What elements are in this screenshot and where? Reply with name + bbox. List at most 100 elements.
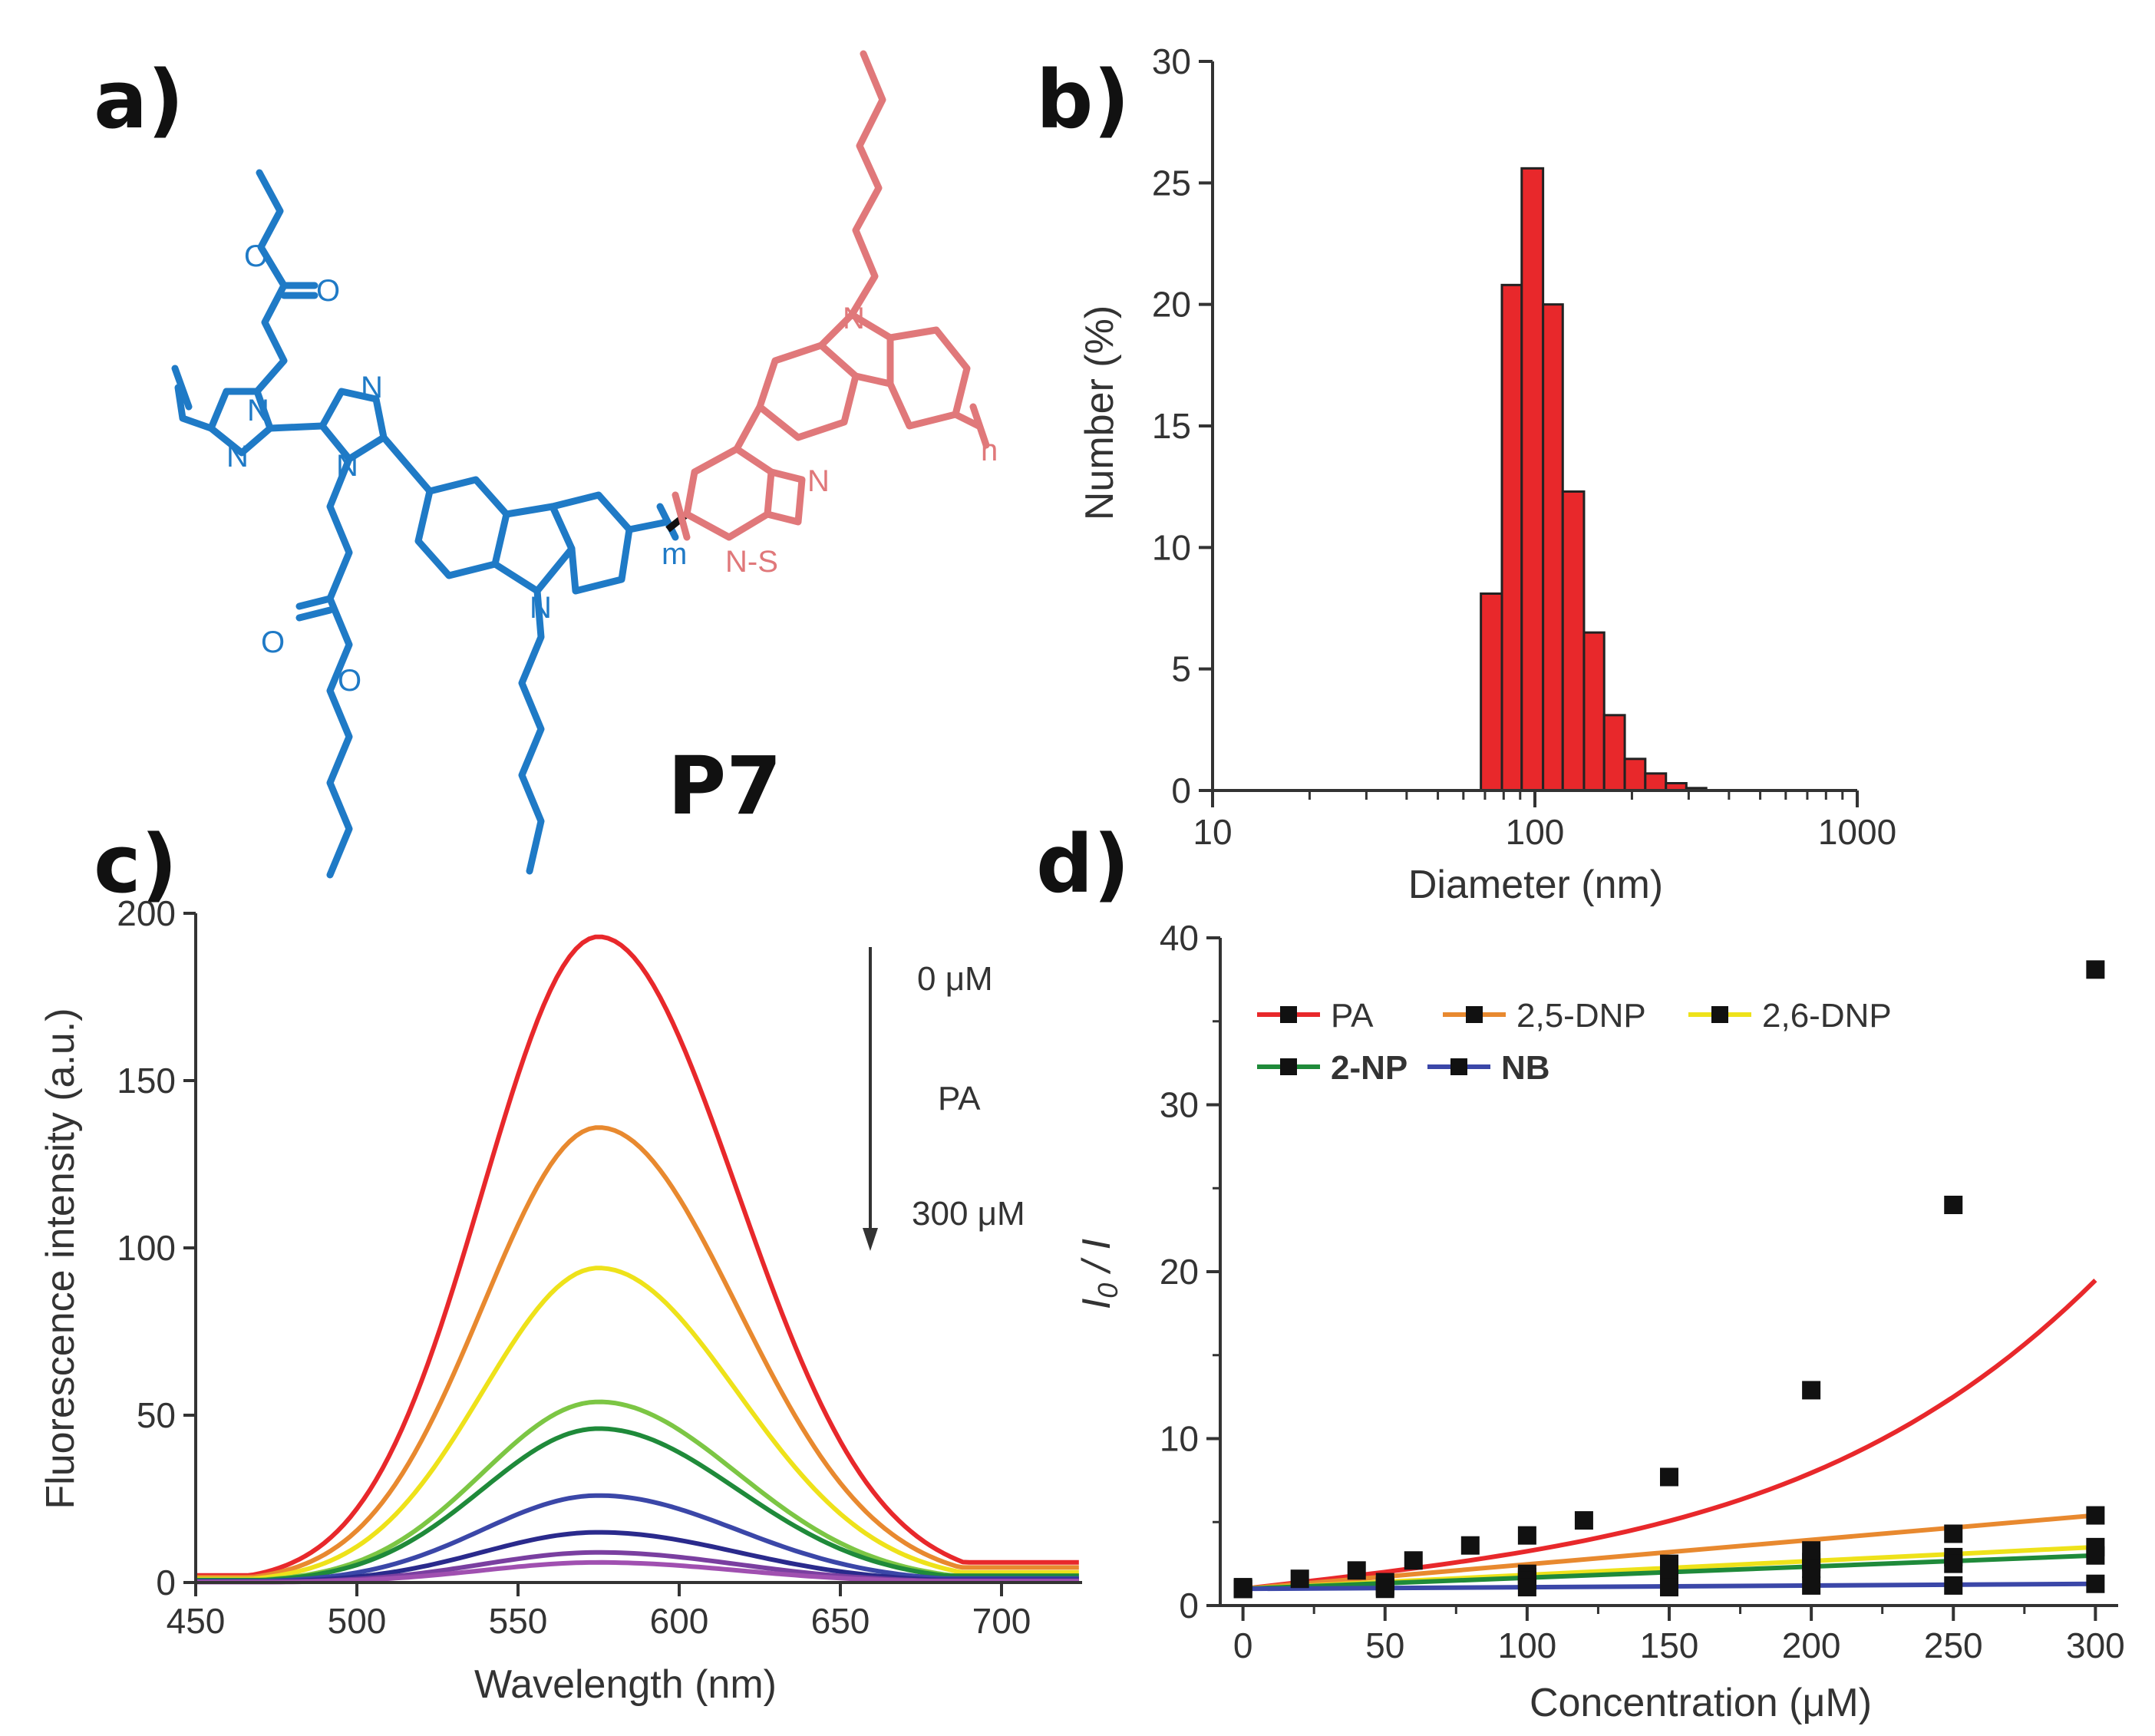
b-bar-2: [1520, 167, 1545, 792]
b-x-axis-title: Diameter (nm): [1408, 863, 1663, 907]
d-point-3-6: [2086, 1546, 2105, 1565]
svg-text:O: O: [244, 239, 268, 273]
c-annot-start: 0 μM: [917, 960, 993, 998]
b-bar-1: [1500, 283, 1523, 792]
d-ytick-label-3: 30: [1160, 1085, 1199, 1125]
c-series-line-4: [196, 1426, 1079, 1583]
d-y-axis-title: I0 / I: [1074, 1239, 1124, 1309]
svg-text:N: N: [226, 440, 249, 474]
d-legend-marker-2: [1711, 1006, 1728, 1023]
butyl-ester-chain: [326, 455, 353, 879]
d-point-4-1: [1375, 1579, 1394, 1599]
bracket-n: [969, 403, 990, 449]
svg-text:N: N: [247, 394, 269, 427]
d-point-0-1: [1290, 1569, 1309, 1589]
d-point-4-2: [1517, 1578, 1536, 1597]
d-xtick-label-2: 100: [1497, 1625, 1556, 1665]
d-point-0-4: [1460, 1536, 1480, 1555]
n-alkyl-chain-blue: [518, 587, 545, 875]
c-xtick-label-4: 650: [811, 1601, 870, 1641]
svg-text:N: N: [336, 449, 358, 483]
c-lines: [196, 934, 1079, 1585]
svg-text:N: N: [843, 302, 865, 335]
d-point-3-4: [1802, 1559, 1821, 1579]
b-bar-6: [1602, 714, 1626, 792]
c-axes: 0 50 100 150 200 450 500 550 600 650 700: [117, 893, 1082, 1641]
c-ytick-label-1: 50: [137, 1395, 176, 1435]
d-point-1-5: [1944, 1524, 1963, 1543]
d-point-0-2: [1347, 1561, 1366, 1580]
d-xtick-label-5: 250: [1924, 1625, 1983, 1665]
c-xtick-label-2: 550: [489, 1601, 548, 1641]
d-legend-label-0: PA: [1331, 997, 1374, 1035]
b-bar-3: [1542, 303, 1564, 792]
d-ytick-label-4: 40: [1160, 918, 1199, 958]
svg-text:N: N: [361, 371, 383, 404]
d-lines: [1233, 960, 2105, 1599]
c-axis-lines: [194, 913, 1082, 1584]
svg-text:N: N: [807, 464, 830, 498]
d-legend-label-2: 2,6-DNP: [1762, 997, 1892, 1035]
d-legend: PA 2,5-DNP 2,6-DNP 2-NP NB: [1257, 997, 1892, 1087]
d-legend-marker-0: [1280, 1006, 1297, 1023]
svg-text:m: m: [662, 537, 687, 571]
blue-atom-labels: O O N N N N O O N m: [226, 239, 687, 698]
d-fit-line-0: [1243, 1278, 2097, 1592]
c-xtick-label-3: 600: [650, 1601, 709, 1641]
c-annot-end: 300 μM: [912, 1195, 1025, 1233]
panel-label-b: b): [1036, 53, 1130, 147]
bracket-left: [171, 365, 193, 411]
svg-text:O: O: [261, 625, 285, 659]
b-xtick-label-2: 1000: [1818, 812, 1896, 852]
red-carbazole-left-ring: [756, 342, 860, 441]
d-xtick-label-3: 150: [1640, 1625, 1699, 1665]
b-ytick-label-3: 15: [1152, 406, 1191, 446]
compound-label: P7: [668, 739, 782, 833]
d-legend-marker-4: [1450, 1058, 1467, 1075]
ethyl-ester-chain: [253, 169, 288, 395]
c-series-line-2: [196, 1266, 1079, 1582]
d-legend-label-4: NB: [1501, 1049, 1550, 1087]
d-legend-label-1: 2,5-DNP: [1516, 997, 1646, 1035]
d-point-4-3: [1660, 1578, 1678, 1597]
d-point-0-5: [1517, 1526, 1536, 1545]
b-bar-5: [1582, 631, 1606, 792]
d-ytick-label-1: 10: [1160, 1419, 1199, 1459]
b-ytick-label-1: 5: [1171, 649, 1191, 689]
imidazole-ring-2: [318, 388, 388, 463]
d-xtick-label-6: 300: [2066, 1625, 2125, 1665]
d-legend-marker-1: [1466, 1006, 1483, 1023]
b-ytick-label-4: 20: [1152, 285, 1191, 325]
b-bars: [1480, 167, 1708, 792]
panel-label-d: d): [1036, 817, 1130, 911]
d-ytick-label-0: 0: [1179, 1586, 1199, 1625]
b-bar-0: [1480, 592, 1503, 792]
chemical-structure-p7: O O N N N N O O N m N N-S N n P7: [171, 50, 998, 879]
c-xtick-label-0: 450: [167, 1601, 226, 1641]
chart-b-size-distribution: 0 5 10 15 20 25 30 10 100 1000 Diameter (nm) Numb…: [1078, 41, 1896, 907]
c-series-line-1: [196, 1125, 1079, 1580]
d-point-4-4: [1802, 1576, 1821, 1595]
b-ytick-label-0: 0: [1171, 771, 1191, 810]
carbazole-right-ring: [549, 491, 633, 595]
red-atom-labels: N N-S N n: [725, 302, 998, 579]
svg-text:O: O: [316, 274, 340, 308]
b-y-axis-title: Number (%): [1078, 305, 1122, 520]
c-ytick-label-2: 100: [117, 1228, 176, 1268]
d-xtick-label-4: 200: [1782, 1625, 1841, 1665]
red-monomer-unit: [672, 50, 990, 541]
polymer-bond-left: [174, 384, 215, 432]
c-xtick-label-1: 500: [328, 1601, 387, 1641]
b-ytick-label-5: 25: [1152, 163, 1191, 203]
d-xtick-label-1: 50: [1365, 1625, 1404, 1665]
c-ytick-label-0: 0: [156, 1563, 176, 1602]
c-x-axis-title: Wavelength (nm): [474, 1662, 777, 1707]
bracket-m: [656, 503, 679, 541]
c-series-line-0: [196, 934, 1079, 1578]
d-point-4-6: [2086, 1574, 2105, 1593]
d-legend-label-3: 2-NP: [1331, 1049, 1408, 1087]
c-xtick-label-5: 700: [972, 1601, 1031, 1641]
chart-d-quenching: 0 10 20 30 40 0 50 100 150 200 250 300 PA 2,5-DNP 2,6…: [1074, 918, 2125, 1725]
svg-text:O: O: [338, 664, 361, 698]
